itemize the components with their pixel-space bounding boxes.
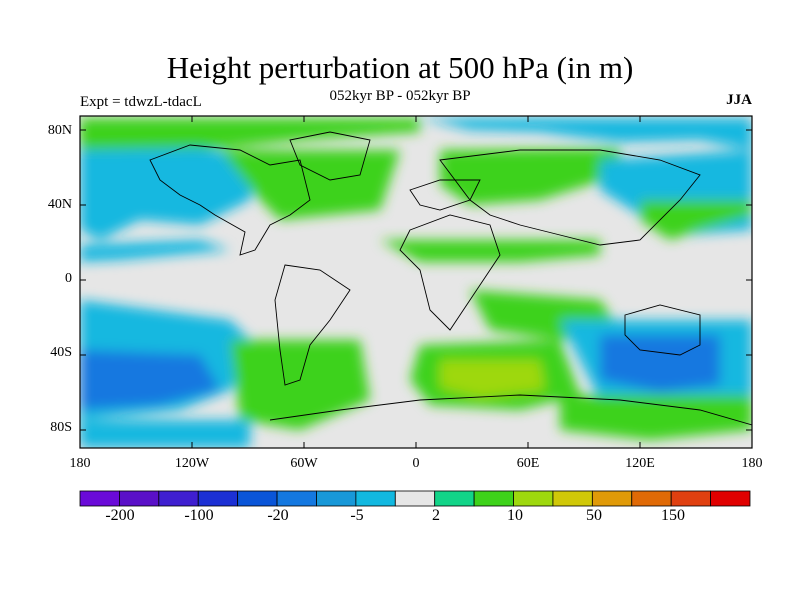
contour-blue-arctic (420, 118, 752, 150)
colorbar-swatch (394, 490, 436, 507)
experiment-label: Expt = tdwzL-tdacL (80, 94, 202, 110)
colorbar-label: 50 (586, 507, 602, 524)
contour-deepblue-australia (600, 335, 720, 392)
colorbar-swatch (237, 490, 278, 507)
colorbar-swatch (276, 490, 317, 507)
colorbar-swatch (591, 490, 633, 507)
contour-green-tropics (380, 240, 600, 262)
colorbar-label: -200 (105, 507, 135, 524)
contour-blue-antarctic-west (80, 420, 250, 448)
colorbar-swatch (552, 490, 593, 507)
colorbar-label: 150 (661, 507, 685, 524)
colorbar-swatch (710, 490, 751, 507)
colorbar-label: -5 (350, 507, 364, 524)
lat-label-80s: 80S (50, 420, 72, 435)
contour-yellow-s-indian (440, 360, 545, 398)
colorbar-swatch (434, 490, 475, 507)
lon-label-180e: 180 (741, 456, 763, 471)
lat-label-80n: 80N (47, 123, 72, 138)
colorbar-swatch (119, 490, 160, 507)
lon-label-60e: 60E (516, 456, 540, 471)
contour-green-antarctic (560, 395, 752, 440)
lon-label-120e: 120E (625, 456, 655, 471)
colorbar-swatch (355, 490, 396, 507)
contour-blue-pacific-deep (80, 350, 220, 410)
colorbar-swatch (513, 490, 554, 507)
contour-green-east-asia (640, 200, 752, 240)
colorbar (79, 490, 751, 507)
colorbar-label: 2 (432, 507, 440, 524)
colorbar-swatch (670, 490, 711, 507)
map-title: Height perturbation at 500 hPa (in m) (166, 50, 634, 85)
lon-label-120w: 120W (174, 456, 210, 471)
coastlines (149, 131, 752, 426)
colorbar-label: -20 (267, 507, 289, 524)
colorbar-swatch (631, 490, 672, 507)
colorbar-swatch (197, 490, 239, 507)
colorbar-swatch (158, 490, 199, 507)
map-subtitle: 052kyr BP - 052kyr BP (329, 88, 471, 104)
contour-green-eurasia (440, 148, 620, 205)
colorbar-label: -100 (184, 507, 214, 524)
lon-label-180w: 180 (69, 456, 91, 471)
lat-label-40s: 40S (50, 345, 72, 360)
colorbar-swatch (473, 490, 514, 507)
lon-label-60w: 60W (290, 456, 318, 471)
contour-field (80, 116, 752, 448)
lat-label-40n: 40N (47, 197, 72, 212)
contour-blue-n-america (80, 148, 260, 240)
contour-blue-tropics-west (80, 240, 230, 262)
colorbar-label: 10 (507, 507, 523, 524)
colorbar-swatch (316, 490, 357, 507)
contour-green-greenland (220, 150, 400, 220)
lat-label-0: 0 (65, 271, 72, 286)
lon-label-0: 0 (412, 456, 420, 471)
colorbar-swatch (79, 490, 120, 507)
contour-green-s-america (230, 340, 370, 430)
season-label: JJA (726, 92, 752, 108)
